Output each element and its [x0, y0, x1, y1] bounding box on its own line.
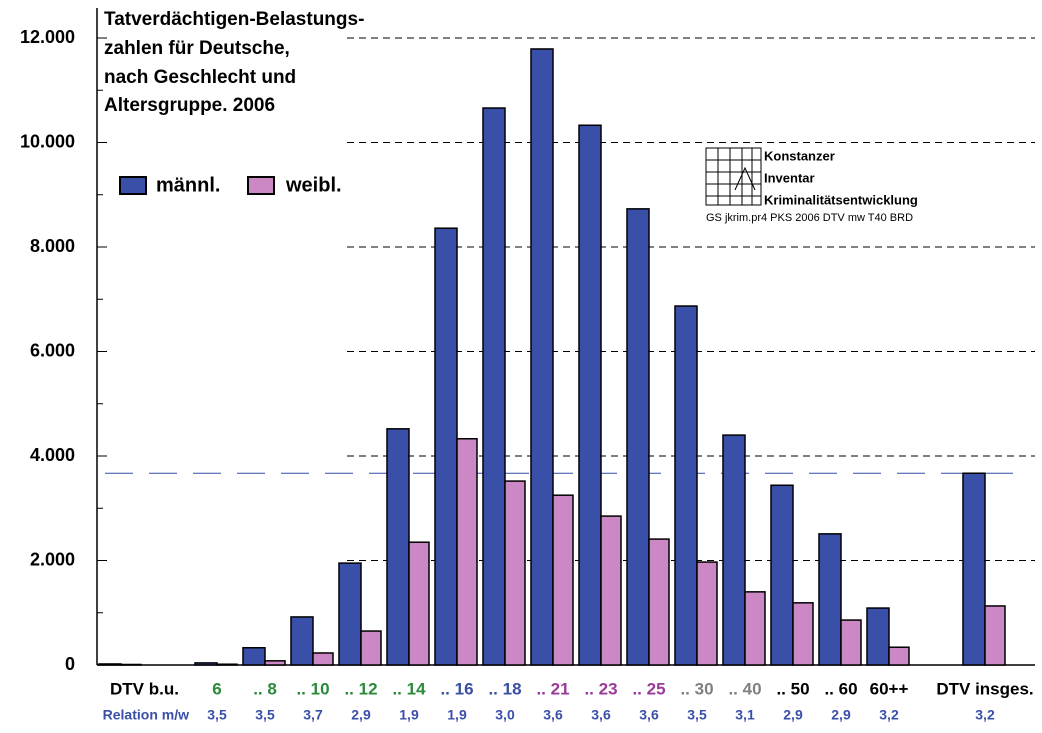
bar [216, 663, 238, 666]
bar [120, 663, 142, 666]
relation-label: Relation m/w [103, 707, 189, 723]
relation-value: 3,2 [975, 707, 995, 723]
x-tick-label: 60++ [870, 679, 909, 698]
bar [408, 541, 430, 666]
bar [312, 652, 334, 666]
relation-value: 3,5 [255, 707, 275, 723]
bar [456, 438, 478, 666]
x-tick-label: 6 [212, 679, 221, 698]
bar [552, 494, 574, 666]
title: Tatverdächtigen-Belastungs- zahlen für D… [104, 9, 364, 116]
bar [600, 515, 622, 666]
bar [264, 660, 286, 666]
x-tick-label: .. 12 [344, 679, 377, 698]
x-tick-label: DTV b.u. [110, 679, 179, 698]
legend-swatch [247, 176, 275, 195]
bar [722, 434, 746, 666]
relation-value: 3,1 [735, 707, 755, 723]
legend-swatch [119, 176, 147, 195]
relation-value: 2,9 [831, 707, 851, 723]
logo-text: Konstanzer [764, 148, 835, 163]
bar [648, 538, 670, 666]
bar [530, 48, 554, 666]
relation-value: 3,6 [591, 707, 611, 723]
bar [674, 305, 698, 666]
y-tick-label: 2.000 [30, 549, 75, 569]
x-tick-label: .. 23 [584, 679, 617, 698]
x-tick-label: .. 10 [296, 679, 329, 698]
logo-source: GS jkrim.pr4 PKS 2006 DTV mw T40 BRD [706, 212, 913, 224]
x-tick-label: .. 30 [680, 679, 713, 698]
relation-value: 3,6 [543, 707, 563, 723]
x-tick-label: DTV insges. [936, 679, 1033, 698]
x-tick-label: .. 25 [632, 679, 665, 698]
bar [866, 607, 890, 666]
relation-value: 2,9 [783, 707, 803, 723]
title-line: Altersgruppe. 2006 [104, 95, 275, 116]
relation-value: 1,9 [447, 707, 467, 723]
bar [818, 533, 842, 666]
bar [290, 616, 314, 666]
x-tick-label: .. 14 [392, 679, 426, 698]
x-tick-label: .. 60 [824, 679, 857, 698]
bar [338, 562, 362, 666]
logo: Konstanzer Inventar Kriminalitätsentwick… [705, 147, 918, 224]
bar [696, 561, 718, 666]
relation-value: 3,2 [879, 707, 899, 723]
title-line: nach Geschlecht und [104, 67, 296, 88]
legend: männl. weibl. [119, 174, 342, 196]
bar [578, 124, 602, 666]
bar [626, 208, 650, 666]
relation-value: 3,5 [207, 707, 227, 723]
bar [386, 428, 410, 666]
x-tick-label: .. 40 [728, 679, 761, 698]
bar [962, 472, 986, 666]
x-tick-label: .. 50 [776, 679, 809, 698]
bar [770, 484, 794, 666]
logo-text: Kriminalitätsentwicklung [764, 192, 918, 207]
relation-value: 3,5 [687, 707, 707, 723]
bar [504, 480, 526, 666]
y-tick-label: 0 [65, 654, 75, 674]
relation-value: 2,9 [351, 707, 371, 723]
bar [482, 107, 506, 666]
bar [242, 647, 266, 666]
x-tick-label: .. 21 [536, 679, 569, 698]
bar [194, 662, 218, 666]
relation-value: 1,9 [399, 707, 419, 723]
logo-icon [706, 148, 761, 205]
y-tick-label: 4.000 [30, 445, 75, 465]
y-tick-label: 12.000 [20, 27, 75, 47]
bar [744, 591, 766, 666]
bar [434, 227, 458, 666]
bar [792, 602, 814, 666]
bar [888, 646, 910, 666]
x-tick-label: .. 16 [440, 679, 473, 698]
x-tick-label: .. 8 [253, 679, 277, 698]
y-tick-label: 10.000 [20, 131, 75, 151]
relation-value: 3,0 [495, 707, 515, 723]
y-tick-label: 8.000 [30, 236, 75, 256]
bar [840, 619, 862, 666]
title-line: Tatverdächtigen-Belastungs- [104, 9, 364, 30]
bar [984, 605, 1006, 666]
relation-value: 3,7 [303, 707, 323, 723]
legend-label: weibl. [285, 174, 342, 196]
bar [360, 630, 382, 666]
bar [98, 663, 122, 666]
logo-text: Inventar [764, 170, 815, 185]
relation-value: 3,6 [639, 707, 659, 723]
title-line: zahlen für Deutsche, [104, 38, 290, 59]
legend-label: männl. [156, 174, 220, 196]
y-tick-label: 6.000 [30, 340, 75, 360]
x-tick-label: .. 18 [488, 679, 521, 698]
